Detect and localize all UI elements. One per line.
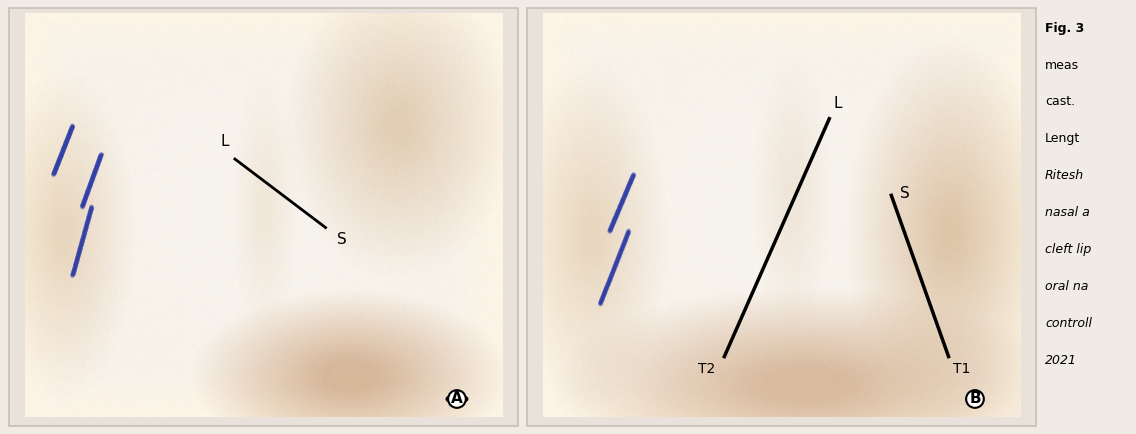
Text: Fig. 3: Fig. 3 <box>1045 22 1085 35</box>
Text: L: L <box>220 135 229 149</box>
Text: B: B <box>969 391 980 407</box>
Text: meas: meas <box>1045 59 1079 72</box>
Text: oral na: oral na <box>1045 280 1088 293</box>
Circle shape <box>446 395 467 403</box>
Text: L: L <box>834 96 842 111</box>
Text: controll: controll <box>1045 317 1092 330</box>
Ellipse shape <box>448 390 466 408</box>
Text: cast.: cast. <box>1045 95 1076 108</box>
Text: Ritesh: Ritesh <box>1045 169 1084 182</box>
Ellipse shape <box>966 390 984 408</box>
Text: cleft lip: cleft lip <box>1045 243 1092 256</box>
FancyBboxPatch shape <box>527 8 1036 426</box>
Text: T2: T2 <box>698 362 716 376</box>
Text: 2021: 2021 <box>1045 354 1077 367</box>
Text: T1: T1 <box>953 362 970 376</box>
Text: S: S <box>901 186 910 201</box>
Text: S: S <box>337 232 346 247</box>
Text: nasal a: nasal a <box>1045 206 1089 219</box>
Text: Lengt: Lengt <box>1045 132 1080 145</box>
FancyBboxPatch shape <box>9 8 518 426</box>
Text: A: A <box>451 391 462 407</box>
